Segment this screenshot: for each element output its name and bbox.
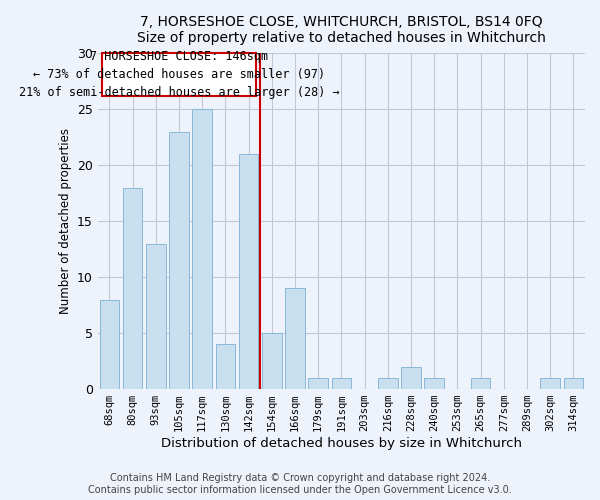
Bar: [146, 244, 166, 389]
Bar: [285, 288, 305, 389]
Title: 7, HORSESHOE CLOSE, WHITCHURCH, BRISTOL, BS14 0FQ
Size of property relative to d: 7, HORSESHOE CLOSE, WHITCHURCH, BRISTOL,…: [137, 15, 546, 45]
Bar: [215, 344, 235, 389]
FancyBboxPatch shape: [103, 54, 256, 96]
Bar: [123, 188, 142, 389]
Bar: [471, 378, 490, 389]
Bar: [332, 378, 351, 389]
Text: 7 HORSESHOE CLOSE: 146sqm
← 73% of detached houses are smaller (97)
21% of semi-: 7 HORSESHOE CLOSE: 146sqm ← 73% of detac…: [19, 50, 340, 99]
Bar: [401, 366, 421, 389]
Bar: [563, 378, 583, 389]
Bar: [169, 132, 189, 389]
Bar: [378, 378, 398, 389]
Bar: [262, 333, 281, 389]
Y-axis label: Number of detached properties: Number of detached properties: [59, 128, 71, 314]
X-axis label: Distribution of detached houses by size in Whitchurch: Distribution of detached houses by size …: [161, 437, 522, 450]
Bar: [239, 154, 259, 389]
Bar: [308, 378, 328, 389]
Bar: [424, 378, 444, 389]
Bar: [541, 378, 560, 389]
Bar: [100, 300, 119, 389]
Bar: [193, 110, 212, 389]
Text: Contains HM Land Registry data © Crown copyright and database right 2024.
Contai: Contains HM Land Registry data © Crown c…: [88, 474, 512, 495]
